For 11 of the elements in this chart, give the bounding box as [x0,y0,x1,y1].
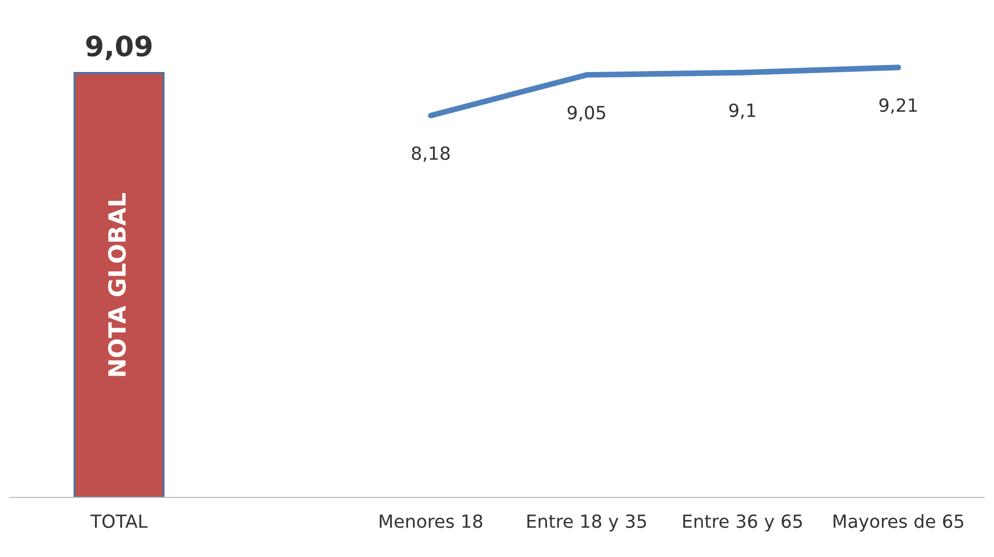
annotation: NOTA GLOBAL [108,193,126,376]
x-tick-label: Menores 18 [380,514,482,528]
data-label: 8,18 [412,146,450,162]
x-tick-label: Mayores de 65 [834,514,964,532]
x-tick-label: TOTAL [90,514,148,528]
data-label: 9,05 [568,106,606,122]
data-label: 9,21 [879,98,917,114]
data-label: 9,1 [729,103,756,119]
x-tick-label: Entre 36 y 65 [683,514,802,532]
x-tick-label: Entre 18 y 35 [527,514,646,532]
data-label: 9,09 [86,36,152,60]
